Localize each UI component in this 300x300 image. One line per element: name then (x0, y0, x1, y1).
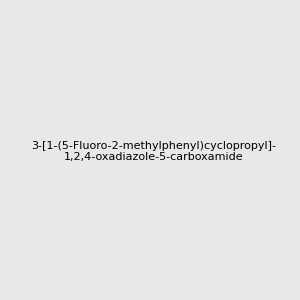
Text: 3-[1-(5-Fluoro-2-methylphenyl)cyclopropyl]-
1,2,4-oxadiazole-5-carboxamide: 3-[1-(5-Fluoro-2-methylphenyl)cyclopropy… (31, 141, 276, 162)
